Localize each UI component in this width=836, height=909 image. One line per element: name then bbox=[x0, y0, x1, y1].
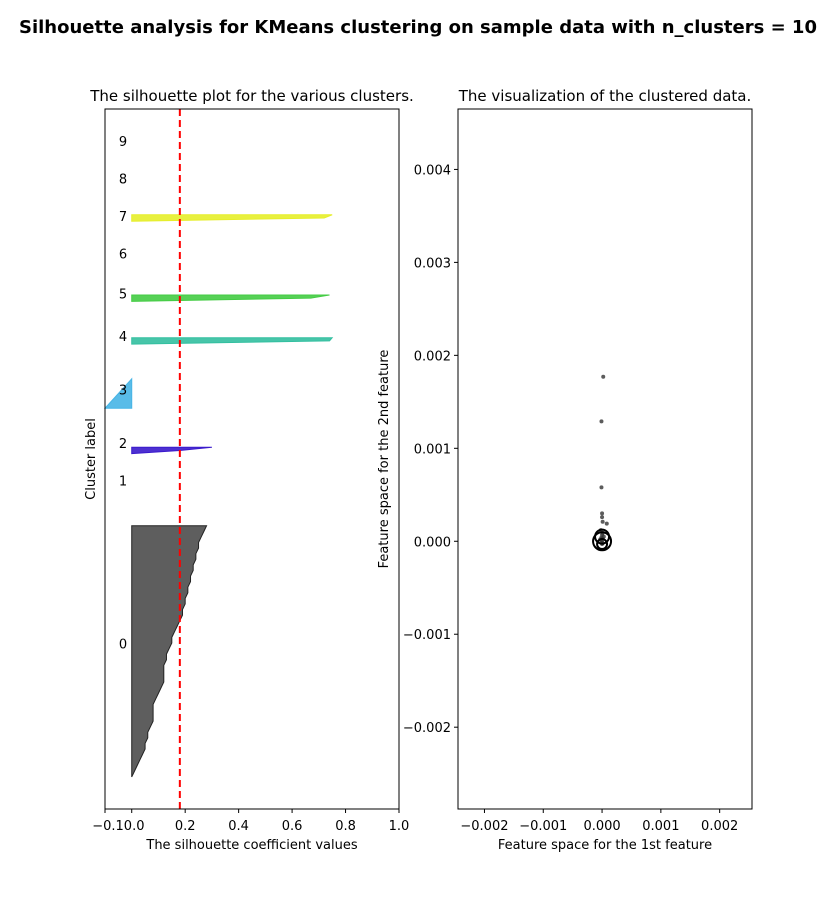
scatter-x-tick-label: −0.002 bbox=[460, 819, 508, 834]
silhouette-fill-cluster-0 bbox=[131, 525, 208, 778]
scatter-point bbox=[601, 374, 606, 379]
silhouette-x-tick-label: 0.4 bbox=[228, 819, 249, 834]
silhouette-x-ticks: −0.10.0 0.2 0.4 0.6 0.8 1.0 bbox=[92, 809, 409, 834]
scatter-y-tick-label: 0.002 bbox=[414, 349, 451, 364]
cluster-labels: 0 1 2 3 4 5 6 7 8 9 bbox=[119, 135, 127, 652]
scatter-plot-title: The visualization of the clustered data. bbox=[458, 87, 752, 105]
scatter-y-tick-label: 0.003 bbox=[414, 256, 451, 271]
scatter-point bbox=[599, 485, 604, 490]
silhouette-y-axis-label: Cluster label bbox=[84, 418, 99, 500]
silhouette-fill-cluster-3 bbox=[103, 377, 133, 409]
scatter-points bbox=[598, 374, 609, 547]
scatter-point bbox=[604, 521, 609, 526]
scatter-point bbox=[599, 419, 604, 424]
silhouette-x-tick-label: 0.8 bbox=[335, 819, 356, 834]
scatter-x-tick-label: 0.002 bbox=[701, 819, 738, 834]
scatter-y-tick-label: 0.000 bbox=[414, 535, 451, 550]
cluster-label-6: 6 bbox=[119, 247, 127, 262]
scatter-x-ticks: −0.002 −0.001 0.000 0.001 0.002 bbox=[460, 809, 738, 834]
silhouette-x-tick-label: 0.2 bbox=[175, 819, 196, 834]
silhouette-plot-frame bbox=[104, 108, 400, 810]
scatter-point bbox=[600, 511, 605, 516]
silhouette-plot: The silhouette plot for the various clus… bbox=[84, 87, 414, 853]
scatter-point bbox=[600, 519, 605, 524]
figure-suptitle: Silhouette analysis for KMeans clusterin… bbox=[19, 17, 817, 38]
silhouette-fills bbox=[103, 214, 334, 778]
cluster-label-3: 3 bbox=[119, 384, 127, 399]
cluster-label-0: 0 bbox=[119, 637, 127, 652]
cluster-label-8: 8 bbox=[119, 172, 127, 187]
cluster-label-7: 7 bbox=[119, 210, 127, 225]
scatter-y-axis-label: Feature space for the 2nd feature bbox=[377, 350, 392, 569]
silhouette-fill-cluster-5 bbox=[131, 294, 330, 302]
silhouette-fill-cluster-4 bbox=[131, 337, 334, 345]
silhouette-x-tick-label: −0.10.0 bbox=[92, 819, 144, 834]
scatter-x-tick-label: 0.000 bbox=[583, 819, 620, 834]
scatter-x-tick-label: 0.001 bbox=[642, 819, 679, 834]
scatter-y-tick-label: −0.001 bbox=[403, 628, 451, 643]
scatter-x-axis-label: Feature space for the 1st feature bbox=[498, 838, 712, 853]
cluster-scatter-plot: The visualization of the clustered data.… bbox=[377, 87, 753, 853]
silhouette-plot-title: The silhouette plot for the various clus… bbox=[89, 87, 414, 105]
silhouette-x-tick-label: 1.0 bbox=[389, 819, 410, 834]
cluster-center-marker bbox=[592, 531, 613, 552]
silhouette-fill-cluster-2 bbox=[131, 446, 212, 455]
cluster-label-4: 4 bbox=[119, 330, 127, 345]
scatter-y-tick-label: 0.004 bbox=[414, 163, 451, 178]
scatter-y-tick-label: −0.002 bbox=[403, 721, 451, 736]
scatter-point bbox=[601, 534, 606, 539]
scatter-x-tick-label: −0.001 bbox=[519, 819, 567, 834]
cluster-label-5: 5 bbox=[119, 287, 127, 302]
cluster-center-marker bbox=[596, 538, 609, 551]
cluster-label-1: 1 bbox=[119, 474, 127, 489]
scatter-plot-frame bbox=[457, 108, 753, 810]
cluster-label-2: 2 bbox=[119, 437, 127, 452]
scatter-point bbox=[600, 515, 605, 520]
cluster-center-marker bbox=[594, 528, 611, 545]
scatter-y-tick-label: 0.001 bbox=[414, 442, 451, 457]
cluster-centers bbox=[592, 528, 613, 552]
cluster-label-9: 9 bbox=[119, 135, 127, 150]
scatter-y-ticks: −0.002 −0.001 0.000 0.001 0.002 0.003 0.004 bbox=[403, 163, 458, 736]
silhouette-x-axis-label: The silhouette coefficient values bbox=[145, 838, 357, 853]
silhouette-x-tick-label: 0.6 bbox=[282, 819, 303, 834]
silhouette-fill-cluster-7 bbox=[131, 214, 333, 222]
